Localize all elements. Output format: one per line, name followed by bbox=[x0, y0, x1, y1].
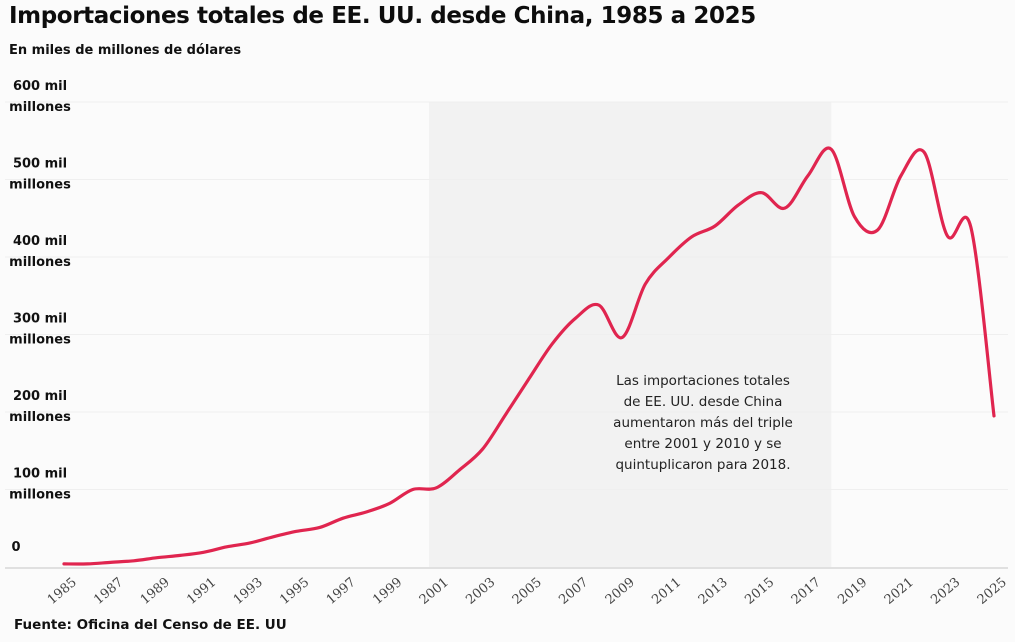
y-tick-label-line: 100 mil bbox=[13, 467, 67, 482]
x-tick-label-1999: 1999 bbox=[370, 575, 405, 608]
x-tick-label-2001: 2001 bbox=[417, 575, 452, 608]
annotation-line: quintuplicaron para 2018. bbox=[615, 457, 790, 473]
x-tick-label-2005: 2005 bbox=[510, 575, 545, 608]
annotation-line: Las importaciones totales bbox=[616, 373, 790, 389]
x-tick-label-1995: 1995 bbox=[277, 575, 312, 608]
chart-title: Importaciones totales de EE. UU. desde C… bbox=[9, 3, 756, 29]
x-tick-label-2011: 2011 bbox=[649, 575, 684, 608]
x-tick-label-2023: 2023 bbox=[928, 575, 963, 608]
y-tick-label-line: 300 mil bbox=[13, 312, 67, 327]
y-tick-label-line: millones bbox=[9, 255, 71, 270]
annotation-line: entre 2001 y 2010 y se bbox=[624, 436, 781, 452]
x-tick-label-1991: 1991 bbox=[184, 575, 219, 608]
x-tick-label-2007: 2007 bbox=[556, 575, 591, 608]
y-tick-label-500: 500 mil millones bbox=[9, 157, 71, 193]
y-tick-label-line: 500 mil bbox=[13, 157, 67, 172]
x-tick-label-1985: 1985 bbox=[45, 575, 80, 608]
y-tick-label-line: 0 bbox=[11, 540, 20, 555]
y-tick-label-line: 400 mil bbox=[13, 234, 67, 249]
chart-subtitle: En miles de millones de dólares bbox=[9, 43, 242, 58]
y-tick-label-0: 0 bbox=[11, 540, 20, 555]
y-tick-label-100: 100 mil millones bbox=[9, 467, 71, 503]
series-layer bbox=[62, 146, 996, 566]
x-tick-label-2017: 2017 bbox=[789, 575, 824, 608]
x-tick-label-2025: 2025 bbox=[975, 575, 1010, 608]
y-tick-label-line: 600 mil bbox=[13, 79, 67, 94]
x-tick-label-1987: 1987 bbox=[91, 575, 126, 608]
y-tick-label-line: millones bbox=[9, 178, 71, 193]
series-line-0 bbox=[62, 146, 996, 566]
source-note: Fuente: Oficina del Censo de EE. UU bbox=[14, 617, 287, 633]
annotation-line: de EE. UU. desde China bbox=[624, 394, 783, 410]
y-tick-label-line: 200 mil bbox=[13, 389, 67, 404]
x-tick-label-2019: 2019 bbox=[835, 575, 870, 608]
y-tick-label-300: 300 mil millones bbox=[9, 312, 71, 348]
annotation-line: aumentaron más del triple bbox=[613, 415, 793, 431]
y-tick-label-line: millones bbox=[9, 100, 71, 115]
y-tick-label-200: 200 mil millones bbox=[9, 389, 71, 425]
y-tick-label-line: millones bbox=[9, 488, 71, 503]
x-tick-label-1997: 1997 bbox=[324, 575, 359, 608]
y-axis-labels: 0 100 mil millones 200 mil millones 300 mil mi… bbox=[9, 79, 71, 555]
y-tick-label-line: millones bbox=[9, 410, 71, 425]
x-tick-label-2003: 2003 bbox=[463, 575, 498, 608]
x-tick-label-2021: 2021 bbox=[882, 575, 917, 608]
x-tick-label-1993: 1993 bbox=[231, 575, 266, 608]
annotation-text: Las importaciones totales de EE. UU. desd… bbox=[613, 373, 793, 473]
annotation: Las importaciones totales de EE. UU. desd… bbox=[613, 373, 793, 473]
x-tick-label-1989: 1989 bbox=[138, 575, 173, 608]
x-tick-label-2015: 2015 bbox=[742, 575, 777, 608]
y-tick-label-400: 400 mil millones bbox=[9, 234, 71, 270]
x-tick-label-2013: 2013 bbox=[696, 575, 731, 608]
x-tick-label-2009: 2009 bbox=[603, 575, 638, 608]
x-axis-labels: 1985 1987 1989 1991 1993 1995 1997 1999 2001 2003… bbox=[45, 575, 1010, 608]
y-tick-label-600: 600 mil millones bbox=[9, 79, 71, 115]
y-tick-label-line: millones bbox=[9, 333, 71, 348]
